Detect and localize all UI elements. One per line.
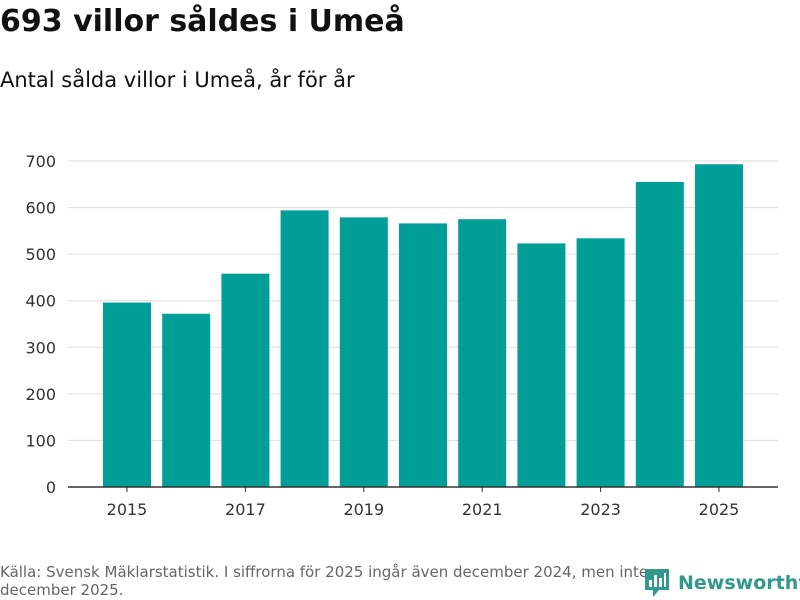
y-tick-label: 500 bbox=[25, 245, 56, 264]
axes: 0 100 200 300 400 500 600 700 2015 2017 2019 2021 20… bbox=[25, 152, 778, 519]
newsworthy-logo-icon bbox=[645, 569, 669, 597]
bar-2021 bbox=[458, 219, 507, 487]
x-tick-label: 2019 bbox=[343, 500, 384, 519]
bar-2016 bbox=[162, 313, 211, 487]
y-tick-label: 400 bbox=[25, 292, 56, 311]
bar-2018 bbox=[280, 210, 329, 487]
x-tick-label: 2023 bbox=[580, 500, 621, 519]
y-tick-label: 600 bbox=[25, 199, 56, 218]
bar-2022 bbox=[517, 243, 566, 487]
chart-title: 693 villor såldes i Umeå bbox=[0, 4, 405, 39]
x-tick-label: 2015 bbox=[107, 500, 148, 519]
bar-2024 bbox=[635, 181, 684, 487]
x-tick-label: 2021 bbox=[462, 500, 503, 519]
bar-2015 bbox=[103, 302, 151, 487]
x-tick-label: 2017 bbox=[225, 500, 266, 519]
y-tick-label: 700 bbox=[25, 152, 56, 171]
brand-name: Newsworthy bbox=[678, 572, 800, 594]
source-note: Källa: Svensk Mäklarstatistik. I siffror… bbox=[0, 563, 649, 599]
y-tick-label: 300 bbox=[25, 338, 56, 357]
chart-subtitle: Antal sålda villor i Umeå, år för år bbox=[0, 68, 355, 92]
bars bbox=[103, 164, 743, 488]
brand-logo: Newsworthy bbox=[644, 568, 800, 598]
bar-2025 bbox=[695, 164, 743, 487]
bar-2023 bbox=[576, 238, 625, 487]
y-tick-label: 100 bbox=[25, 431, 56, 450]
bar-2017 bbox=[221, 273, 270, 487]
y-tick-label: 200 bbox=[25, 385, 56, 404]
x-tick-label: 2025 bbox=[699, 500, 740, 519]
bar-2019 bbox=[339, 217, 388, 487]
y-tick-label: 0 bbox=[46, 478, 56, 497]
bar-2020 bbox=[399, 223, 447, 488]
